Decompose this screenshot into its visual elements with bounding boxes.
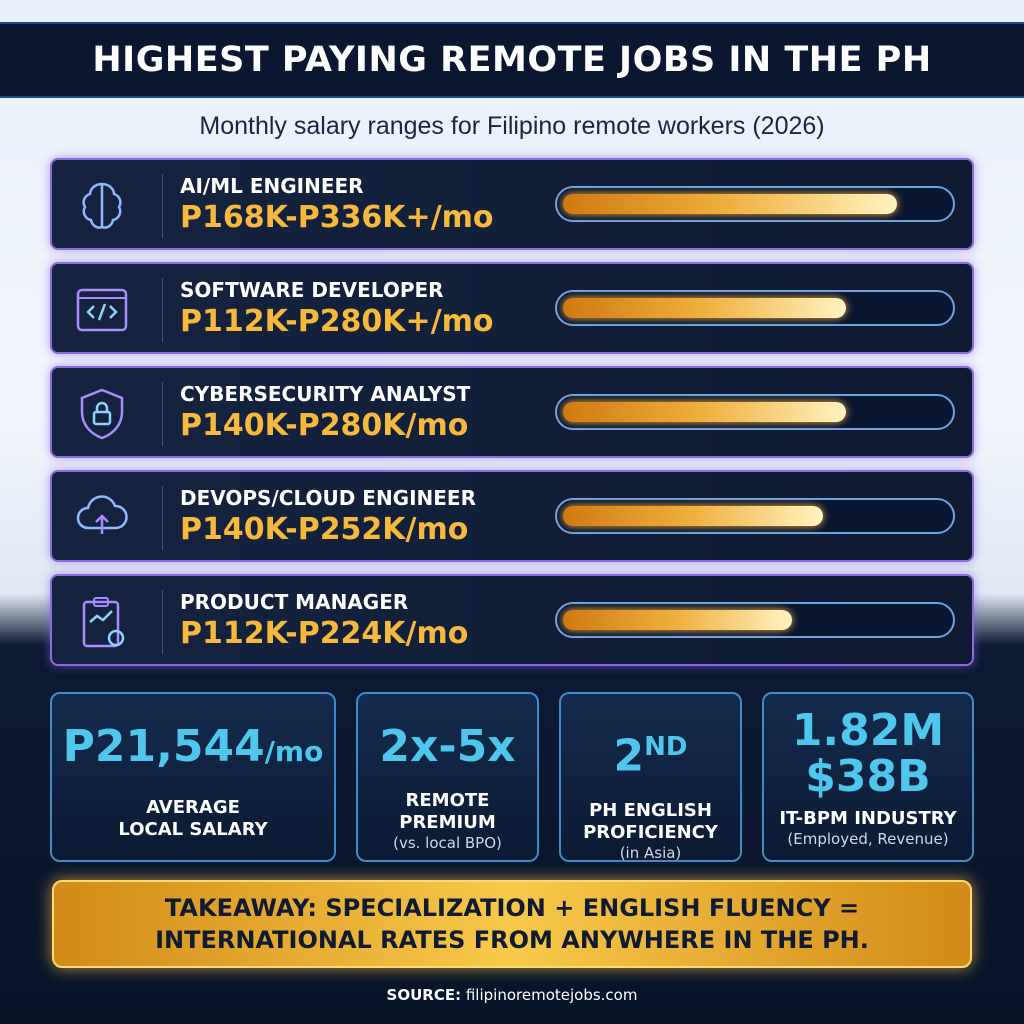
salary-bar-track [555,186,955,222]
job-title: PRODUCT MANAGER [180,590,409,614]
salary-bar-track [555,290,955,326]
takeaway-line: INTERNATIONAL RATES FROM ANYWHERE IN THE… [155,926,869,954]
source: SOURCE: filipinoremotejobs.com [0,986,1024,1004]
stat-sub: (in Asia) [619,843,682,862]
salary-bar-track [555,394,955,430]
code-window-icon [72,280,132,340]
takeaway-line: TAKEAWAY: SPECIALIZATION + ENGLISH FLUEN… [164,894,860,922]
stat-average-salary: P21,544/mo AVERAGE LOCAL SALARY [50,692,336,862]
divider [162,278,163,342]
stat-remote-premium: 2x-5x REMOTE PREMIUM (vs. local BPO) [356,692,539,862]
stat-sub: (vs. local BPO) [393,834,502,852]
source-label: SOURCE: [386,986,462,1004]
stat-value: 2x-5x [379,721,516,772]
stat-value: 1.82M [791,705,945,756]
salary-bar-fill [563,506,823,526]
salary-bar-track [555,602,955,638]
stat-label: PROFICIENCY [583,821,718,843]
shield-lock-icon [72,384,132,444]
stat-unit: ND [644,732,688,762]
job-card: SOFTWARE DEVELOPER P112K-P280K+/mo [50,262,974,354]
stat-label: PREMIUM [399,812,496,833]
stat-label: PH ENGLISH [589,799,712,821]
stat-label: REMOTE [405,790,490,811]
cloud-icon [72,488,132,548]
clipboard-chart-icon [72,592,132,652]
page-title: HIGHEST PAYING REMOTE JOBS IN THE PH [92,40,932,80]
stat-english-proficiency: 2ND PH ENGLISH PROFICIENCY (in Asia) [559,692,742,862]
salary-range: P112K-P280K+/mo [180,304,494,339]
brain-icon [72,176,132,236]
stat-label: IT-BPM INDUSTRY [779,808,957,829]
salary-bar-fill [563,194,897,214]
job-card: AI/ML ENGINEER P168K-P336K+/mo [50,158,974,250]
salary-range: P140K-P280K/mo [180,408,469,443]
stat-value: 2 [613,730,645,782]
title-bar: HIGHEST PAYING REMOTE JOBS IN THE PH [0,22,1024,98]
divider [162,486,163,550]
job-card: CYBERSECURITY ANALYST P140K-P280K/mo [50,366,974,458]
stat-sub: (Employed, Revenue) [787,830,949,848]
divider [162,174,163,238]
job-title: CYBERSECURITY ANALYST [180,382,471,406]
job-title: DEVOPS/CLOUD ENGINEER [180,486,476,510]
divider [162,590,163,654]
salary-range: P140K-P252K/mo [180,512,469,547]
salary-bar-track [555,498,955,534]
job-card: DEVOPS/CLOUD ENGINEER P140K-P252K/mo [50,470,974,562]
source-text: filipinoremotejobs.com [465,986,638,1004]
job-card: PRODUCT MANAGER P112K-P224K/mo [50,574,974,666]
salary-range: P168K-P336K+/mo [180,200,494,235]
stat-unit: /mo [264,735,324,768]
stat-label: LOCAL SALARY [118,819,268,840]
stat-it-bpm: 1.82M $38B IT-BPM INDUSTRY (Employed, Re… [762,692,974,862]
takeaway-banner: TAKEAWAY: SPECIALIZATION + ENGLISH FLUEN… [52,880,972,968]
subtitle: Monthly salary ranges for Filipino remot… [199,112,825,140]
stat-value-2: $38B [805,751,931,802]
salary-bar-fill [563,610,792,630]
divider [162,382,163,446]
stat-value: P21,544 [62,721,265,772]
salary-bar-fill [563,402,847,422]
job-title: AI/ML ENGINEER [180,174,364,198]
job-title: SOFTWARE DEVELOPER [180,278,444,302]
salary-bar-fill [563,298,847,318]
salary-range: P112K-P224K/mo [180,616,469,651]
stat-label: AVERAGE [146,797,240,818]
